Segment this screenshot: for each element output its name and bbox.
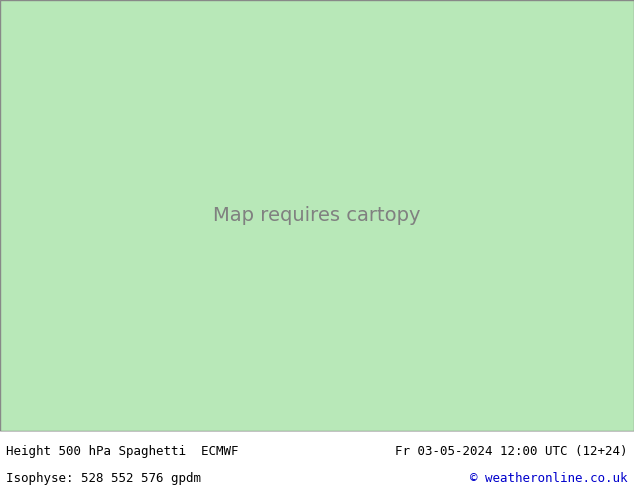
Text: Isophyse: 528 552 576 gpdm: Isophyse: 528 552 576 gpdm — [6, 472, 202, 485]
Text: Fr 03-05-2024 12:00 UTC (12+24): Fr 03-05-2024 12:00 UTC (12+24) — [395, 445, 628, 458]
Text: Height 500 hPa Spaghetti  ECMWF: Height 500 hPa Spaghetti ECMWF — [6, 445, 239, 458]
Text: Map requires cartopy: Map requires cartopy — [213, 206, 421, 225]
Text: © weatheronline.co.uk: © weatheronline.co.uk — [470, 472, 628, 485]
